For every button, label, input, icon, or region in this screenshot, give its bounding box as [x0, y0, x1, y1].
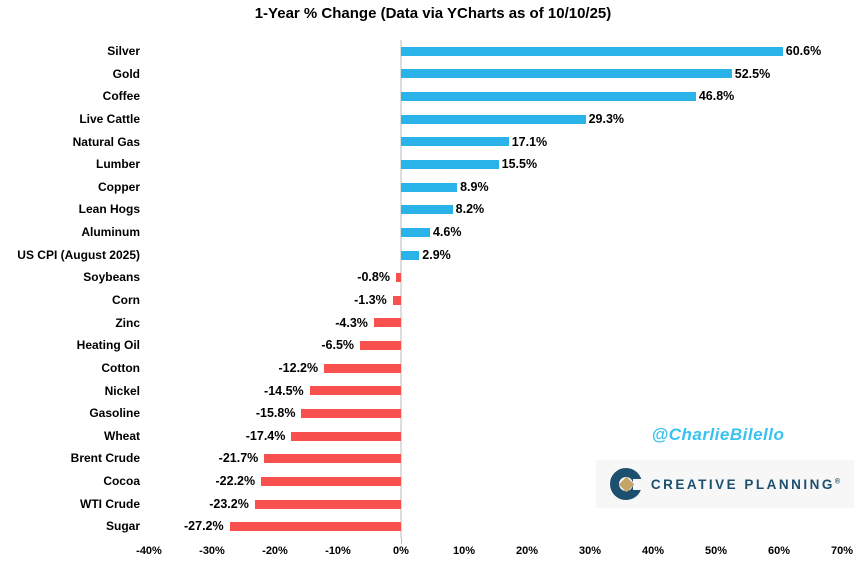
plot-area: 60.6% 52.5% 46.8% 29.3% 17.1% 15.5% 8.9% 8.2% 4.…	[149, 40, 842, 544]
value-label: 29.3%	[588, 111, 625, 126]
category-label: Gasoline	[89, 406, 140, 421]
value-label: -4.3%	[335, 315, 368, 330]
logo-notch-shape	[632, 479, 643, 490]
category-label: Coffee	[102, 89, 140, 104]
category-label: Soybeans	[83, 270, 140, 285]
category-label: Wheat	[104, 428, 140, 443]
category-label: US CPI (August 2025)	[17, 247, 140, 262]
x-axis-tick-label: 0%	[393, 545, 409, 557]
category-label: Aluminum	[81, 225, 140, 240]
value-label: 8.2%	[455, 202, 485, 217]
zero-axis-line	[400, 40, 402, 538]
bar-negative	[395, 273, 401, 283]
bar-positive	[401, 92, 696, 102]
value-label: 46.8%	[698, 89, 735, 104]
value-label: -15.8%	[255, 406, 296, 421]
x-axis: -40% -30% -20% -10% 0% 10% 20% 30% 40% 50% 60% 70%	[136, 545, 853, 561]
bar-positive	[401, 205, 453, 215]
x-axis-tick-label: 60%	[767, 545, 791, 557]
value-label: -22.2%	[215, 474, 256, 489]
bar-negative	[261, 476, 401, 486]
x-axis-tick-label: -10%	[325, 545, 351, 557]
x-axis-tick-label: -30%	[199, 545, 225, 557]
category-label: Sugar	[105, 519, 140, 534]
category-label: Nickel	[104, 383, 140, 398]
bar-positive	[401, 137, 509, 147]
creative-planning-c-icon	[609, 467, 643, 501]
y-axis-category-labels: Silver Gold Coffee Live Cattle Natural Gas Lu…	[0, 40, 142, 538]
value-label: -27.2%	[184, 519, 224, 534]
category-label: Corn	[112, 293, 140, 307]
x-axis-tick-label: -40%	[136, 545, 162, 557]
x-axis-tick-label: 20%	[515, 545, 539, 557]
category-label: WTI Crude	[80, 496, 140, 511]
x-axis-tick-label: 50%	[704, 545, 728, 557]
value-label: -0.8%	[357, 270, 390, 285]
bar-positive	[401, 182, 458, 192]
value-label: 2.9%	[422, 247, 451, 262]
bar-positive	[401, 114, 586, 124]
value-label: -12.2%	[278, 360, 319, 375]
bar-negative	[324, 363, 401, 373]
category-label: Zinc	[115, 315, 140, 330]
value-label: -6.5%	[321, 338, 355, 353]
bar-positive	[401, 227, 430, 237]
value-label: 8.9%	[460, 179, 489, 194]
category-label: Gold	[112, 66, 140, 81]
creative-planning-logo: CREATIVE PLANNING®	[596, 460, 854, 508]
x-axis-tick-label: 10%	[452, 545, 476, 557]
category-label: Brent Crude	[70, 451, 140, 466]
category-label: Live Cattle	[79, 111, 140, 126]
value-label: 60.6%	[785, 44, 822, 58]
bar-negative	[309, 386, 401, 396]
category-label: Cotton	[101, 360, 140, 375]
category-label: Natural Gas	[72, 134, 140, 149]
watermark-handle: @CharlieBilello	[651, 425, 785, 444]
bar-negative	[264, 454, 401, 464]
value-label: 52.5%	[734, 66, 771, 81]
x-axis-tick-label: 70%	[830, 545, 854, 557]
bar-negative	[254, 499, 401, 509]
bar-negative	[291, 431, 401, 441]
x-axis-tick-label: -20%	[262, 545, 288, 557]
x-axis-tick-label: 40%	[641, 545, 665, 557]
value-label: -1.3%	[354, 293, 387, 307]
value-label: -23.2%	[209, 496, 249, 511]
value-label: -14.5%	[264, 383, 304, 398]
bar-positive	[401, 69, 732, 79]
category-label: Lean Hogs	[78, 202, 140, 217]
category-label: Heating Oil	[76, 338, 140, 353]
chart-title: 1-Year % Change (Data via YCharts as of …	[254, 5, 612, 22]
category-label: Lumber	[95, 157, 140, 172]
bar-negative	[360, 341, 401, 351]
bar-negative	[229, 522, 401, 532]
value-label: -21.7%	[218, 451, 259, 466]
bar-negative	[392, 295, 401, 305]
bar-negative	[301, 409, 401, 418]
category-label: Silver	[107, 44, 140, 58]
bar-positive	[401, 46, 783, 56]
bar-positive	[401, 250, 420, 260]
value-label: 15.5%	[501, 157, 538, 172]
zero-axis-tick	[401, 538, 402, 544]
value-label: 4.6%	[432, 225, 462, 240]
value-label: -17.4%	[245, 428, 286, 443]
value-label: 17.1%	[511, 134, 548, 149]
category-label: Copper	[98, 179, 140, 194]
bar-positive	[401, 160, 499, 169]
logo-wordmark: CREATIVE PLANNING	[650, 476, 835, 492]
category-label: Cocoa	[103, 474, 140, 489]
trademark-symbol: ®	[834, 478, 841, 485]
bar-negative	[373, 318, 401, 328]
creative-planning-logo-text: CREATIVE PLANNING®	[651, 477, 840, 492]
x-axis-tick-label: 30%	[578, 545, 602, 557]
